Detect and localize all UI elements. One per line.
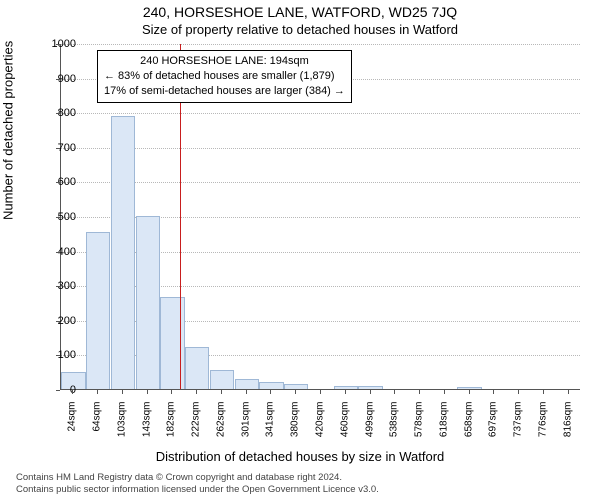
x-tick-label: 262sqm xyxy=(215,402,226,452)
x-tick-label: 143sqm xyxy=(141,402,152,452)
x-tick-label: 24sqm xyxy=(67,402,78,452)
x-tick-mark xyxy=(370,390,371,394)
x-tick-label: 816sqm xyxy=(562,402,573,452)
histogram-bar xyxy=(111,116,135,389)
y-tick-mark xyxy=(56,182,60,183)
histogram-bar xyxy=(358,386,382,389)
x-tick-mark xyxy=(72,390,73,394)
x-tick-label: 222sqm xyxy=(191,402,202,452)
histogram-bar xyxy=(334,386,358,389)
x-tick-mark xyxy=(122,390,123,394)
x-tick-mark xyxy=(97,390,98,394)
footer-line2: Contains public sector information licen… xyxy=(16,484,379,496)
x-tick-mark xyxy=(246,390,247,394)
x-tick-label: 380sqm xyxy=(290,402,301,452)
chart-title: 240, HORSESHOE LANE, WATFORD, WD25 7JQ xyxy=(0,4,600,20)
gridline xyxy=(61,182,580,183)
y-tick-mark xyxy=(56,286,60,287)
annotation-line: 17% of semi-detached houses are larger (… xyxy=(104,84,345,99)
y-tick-mark xyxy=(56,252,60,253)
x-tick-mark xyxy=(320,390,321,394)
x-tick-label: 776sqm xyxy=(537,402,548,452)
x-tick-mark xyxy=(221,390,222,394)
footer-line1: Contains HM Land Registry data © Crown c… xyxy=(16,472,379,484)
chart-subtitle: Size of property relative to detached ho… xyxy=(0,22,600,37)
y-tick-mark xyxy=(56,44,60,45)
x-tick-label: 618sqm xyxy=(438,402,449,452)
x-tick-mark xyxy=(419,390,420,394)
annotation-line: ← 83% of detached houses are smaller (1,… xyxy=(104,69,345,84)
histogram-bar xyxy=(185,347,209,389)
annotation-box: 240 HORSESHOE LANE: 194sqm← 83% of detac… xyxy=(97,50,352,103)
histogram-bar xyxy=(457,387,481,389)
x-tick-label: 182sqm xyxy=(166,402,177,452)
x-tick-mark xyxy=(295,390,296,394)
annotation-line: 240 HORSESHOE LANE: 194sqm xyxy=(104,54,345,69)
gridline xyxy=(61,113,580,114)
x-tick-label: 64sqm xyxy=(92,402,103,452)
x-tick-label: 341sqm xyxy=(265,402,276,452)
x-tick-label: 499sqm xyxy=(364,402,375,452)
gridline xyxy=(61,148,580,149)
histogram-bar xyxy=(235,379,259,389)
histogram-bar xyxy=(86,232,110,389)
x-tick-mark xyxy=(518,390,519,394)
gridline xyxy=(61,44,580,45)
y-tick-mark xyxy=(56,321,60,322)
y-tick-mark xyxy=(56,355,60,356)
x-tick-label: 697sqm xyxy=(488,402,499,452)
x-tick-label: 103sqm xyxy=(116,402,127,452)
y-tick-mark xyxy=(56,113,60,114)
histogram-bar xyxy=(284,384,308,389)
histogram-bar xyxy=(210,370,234,389)
x-tick-mark xyxy=(171,390,172,394)
x-tick-mark xyxy=(394,390,395,394)
y-tick-mark xyxy=(56,390,60,391)
y-axis-label: Number of detached properties xyxy=(1,41,16,220)
x-tick-mark xyxy=(147,390,148,394)
x-tick-label: 301sqm xyxy=(240,402,251,452)
x-tick-mark xyxy=(196,390,197,394)
y-tick-mark xyxy=(56,148,60,149)
x-tick-mark xyxy=(270,390,271,394)
x-tick-label: 538sqm xyxy=(389,402,400,452)
x-tick-label: 460sqm xyxy=(339,402,350,452)
x-tick-mark xyxy=(493,390,494,394)
x-tick-mark xyxy=(568,390,569,394)
x-tick-label: 578sqm xyxy=(414,402,425,452)
x-tick-label: 420sqm xyxy=(315,402,326,452)
histogram-bar xyxy=(259,382,283,389)
y-tick-mark xyxy=(56,217,60,218)
plot-area: 240 HORSESHOE LANE: 194sqm← 83% of detac… xyxy=(60,44,580,390)
x-tick-label: 737sqm xyxy=(513,402,524,452)
x-tick-mark xyxy=(469,390,470,394)
histogram-bar xyxy=(160,297,184,389)
histogram-bar xyxy=(136,216,160,389)
x-tick-label: 658sqm xyxy=(463,402,474,452)
footer-attribution: Contains HM Land Registry data © Crown c… xyxy=(16,472,379,496)
x-tick-mark xyxy=(543,390,544,394)
x-tick-mark xyxy=(345,390,346,394)
x-tick-mark xyxy=(444,390,445,394)
y-tick-mark xyxy=(56,79,60,80)
